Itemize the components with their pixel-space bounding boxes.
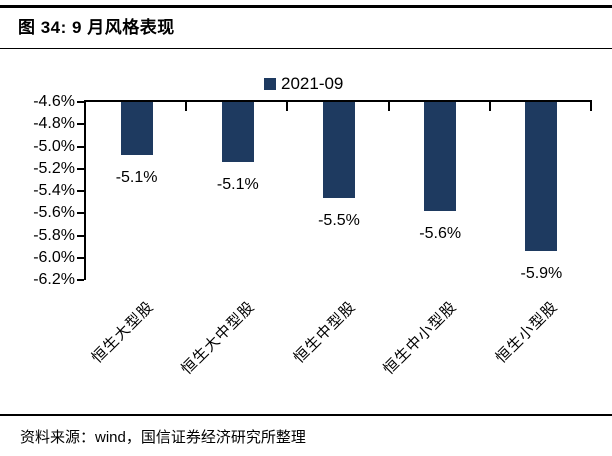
y-tick-label: -6.0% — [33, 248, 75, 266]
bar — [323, 102, 355, 198]
category-label-text: 恒生大中型股 — [178, 298, 258, 379]
category-label-text: 恒生中小型股 — [380, 298, 461, 379]
y-tick — [77, 190, 84, 192]
bar-value-label: -5.1% — [115, 169, 158, 187]
bar-value-label: -5.9% — [520, 265, 563, 283]
y-tick-label: -5.6% — [33, 204, 75, 222]
y-tick-label: -6.2% — [33, 271, 75, 288]
bar-value-label: -5.6% — [419, 225, 462, 243]
figure-title: 图 34: 9 月风格表现 — [18, 18, 175, 37]
category-label-text: 恒生大型股 — [88, 298, 157, 367]
x-axis — [84, 100, 592, 102]
source-note: 资料来源：wind，国信证券经济研究所整理 — [20, 429, 306, 446]
y-tick-label: -5.0% — [33, 137, 75, 155]
y-tick — [77, 256, 84, 259]
y-tick — [77, 123, 84, 126]
category-label-text: 恒生中型股 — [290, 298, 360, 367]
y-tick — [77, 234, 84, 237]
y-axis — [84, 102, 86, 280]
y-tick-label: -4.8% — [33, 115, 75, 133]
y-tick — [77, 145, 84, 148]
y-tick-label: -4.6% — [33, 93, 75, 110]
y-tick — [77, 101, 84, 103]
bar-value-label: -5.5% — [318, 211, 360, 229]
header-rule-top — [0, 5, 612, 8]
category-tick — [387, 102, 390, 111]
chart-legend: 2021-09 — [264, 74, 343, 94]
category-tick — [590, 102, 592, 111]
category-tick — [185, 102, 188, 111]
bar — [120, 102, 153, 156]
y-tick-label: -5.8% — [33, 226, 75, 244]
y-tick — [77, 212, 84, 215]
legend-label: 2021-09 — [281, 74, 344, 93]
y-tick-label: -5.4% — [33, 182, 75, 199]
footer-rule — [0, 414, 612, 416]
bar — [424, 102, 457, 212]
header-rule-bottom — [0, 48, 612, 49]
y-tick — [77, 167, 84, 170]
category-tick — [488, 102, 491, 111]
category-tick — [286, 102, 289, 111]
y-tick — [77, 279, 84, 281]
legend-swatch — [264, 78, 276, 90]
bar — [221, 102, 254, 163]
bar-value-label: -5.1% — [216, 176, 259, 194]
category-label-text: 恒生小型股 — [492, 298, 562, 367]
bar — [525, 102, 558, 252]
y-tick-label: -5.2% — [33, 159, 75, 177]
